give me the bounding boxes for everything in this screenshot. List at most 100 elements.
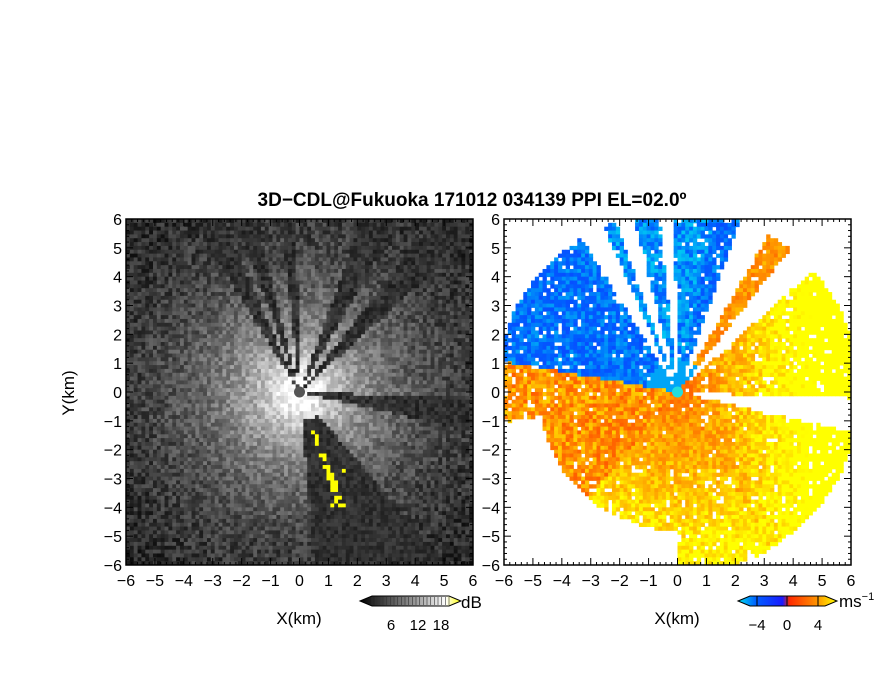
reflectivity-cell	[187, 488, 192, 493]
reflectivity-cell	[264, 488, 270, 493]
reflectivity-cell	[226, 272, 231, 278]
reflectivity-cell	[203, 311, 208, 316]
reflectivity-cell	[322, 488, 327, 493]
reflectivity-cell	[156, 222, 162, 228]
reflectivity-cell	[299, 288, 304, 293]
reflectivity-cell	[318, 530, 324, 535]
reflectivity-cell	[172, 511, 177, 516]
reflectivity-cell	[334, 238, 339, 243]
reflectivity-cell	[233, 365, 239, 370]
reflectivity-cell	[226, 553, 231, 558]
reflectivity-cell	[214, 276, 219, 281]
reflectivity-cell	[260, 538, 266, 543]
reflectivity-cell	[287, 272, 293, 278]
reflectivity-cell	[272, 549, 277, 554]
reflectivity-cell	[210, 311, 216, 316]
reflectivity-cell	[314, 272, 320, 278]
reflectivity-cell	[126, 415, 131, 420]
reflectivity-cell	[129, 276, 135, 281]
reflectivity-cell	[280, 515, 285, 520]
reflectivity-cell	[338, 284, 343, 289]
reflectivity-cell	[295, 338, 300, 343]
reflectivity-cell	[280, 449, 285, 454]
reflectivity-cell	[152, 530, 158, 535]
reflectivity-cell	[264, 334, 270, 339]
reflectivity-cell	[338, 245, 343, 251]
reflectivity-cell	[237, 526, 243, 531]
reflectivity-cell	[249, 242, 254, 247]
reflectivity-cell	[199, 491, 204, 497]
reflectivity-cell	[303, 538, 308, 543]
reflectivity-cell	[164, 476, 169, 481]
reflectivity-cell	[322, 242, 327, 247]
reflectivity-cell	[199, 345, 204, 351]
reflectivity-cell	[260, 472, 266, 478]
reflectivity-cell	[141, 499, 146, 504]
reflectivity-cell	[149, 449, 154, 454]
reflectivity-cell	[233, 557, 239, 562]
reflectivity-cell	[160, 441, 166, 447]
reflectivity-cell	[160, 307, 166, 312]
reflectivity-cell	[284, 461, 289, 466]
reflectivity-cell	[133, 545, 139, 551]
reflectivity-cell	[222, 253, 227, 258]
reflectivity-cell	[145, 472, 150, 478]
reflectivity-cell	[195, 245, 200, 251]
reflectivity-cell	[330, 234, 335, 239]
reflectivity-cell	[237, 338, 243, 343]
reflectivity-cell	[141, 541, 146, 547]
reflectivity-cell	[276, 318, 281, 324]
reflectivity-cell	[241, 384, 246, 389]
reflectivity-cell	[199, 380, 204, 385]
reflectivity-cell	[203, 342, 208, 347]
reflectivity-cell	[330, 272, 335, 278]
reflectivity-cell	[334, 392, 339, 397]
reflectivity-cell	[237, 230, 243, 235]
reflectivity-cell	[334, 457, 339, 462]
reflectivity-cell	[133, 372, 139, 378]
reflectivity-cell	[260, 480, 266, 485]
reflectivity-cell	[264, 468, 270, 474]
reflectivity-cell	[303, 407, 308, 412]
reflectivity-cell	[203, 372, 208, 378]
reflectivity-cell	[272, 480, 277, 485]
reflectivity-cell	[164, 238, 169, 243]
reflectivity-cell	[338, 338, 343, 343]
reflectivity-cell	[338, 330, 343, 335]
reflectivity-cell	[311, 403, 316, 408]
reflectivity-cell	[187, 349, 192, 354]
reflectivity-cell	[237, 380, 243, 385]
reflectivity-cell	[249, 399, 254, 404]
reflectivity-cell	[295, 368, 300, 374]
reflectivity-cell	[141, 549, 146, 554]
reflectivity-cell	[314, 349, 320, 354]
reflectivity-cell	[245, 276, 250, 281]
reflectivity-cell	[179, 295, 185, 301]
reflectivity-cell	[129, 518, 135, 524]
reflectivity-cell	[330, 318, 335, 324]
reflectivity-cell	[160, 342, 166, 347]
reflectivity-cell	[141, 518, 146, 524]
reflectivity-cell	[129, 338, 135, 343]
reflectivity-cell	[172, 457, 177, 462]
reflectivity-cell	[257, 518, 262, 524]
reflectivity-cell	[253, 503, 258, 508]
reflectivity-cell	[179, 465, 185, 470]
reflectivity-cell	[183, 561, 189, 565]
reflectivity-cell	[214, 407, 219, 412]
reflectivity-cell	[303, 541, 308, 547]
reflectivity-cell	[172, 418, 177, 424]
reflectivity-cell	[129, 430, 135, 435]
reflectivity-cell	[272, 242, 277, 247]
reflectivity-cell	[276, 322, 281, 328]
reflectivity-cell	[311, 507, 316, 512]
reflectivity-cell	[237, 434, 243, 439]
reflectivity-cell	[230, 299, 235, 305]
reflectivity-cell	[145, 365, 150, 370]
reflectivity-cell	[126, 449, 131, 454]
reflectivity-cell	[284, 230, 289, 235]
reflectivity-cell	[245, 515, 250, 520]
reflectivity-cell	[141, 511, 146, 516]
reflectivity-cell	[322, 299, 327, 305]
reflectivity-cell	[291, 530, 297, 535]
